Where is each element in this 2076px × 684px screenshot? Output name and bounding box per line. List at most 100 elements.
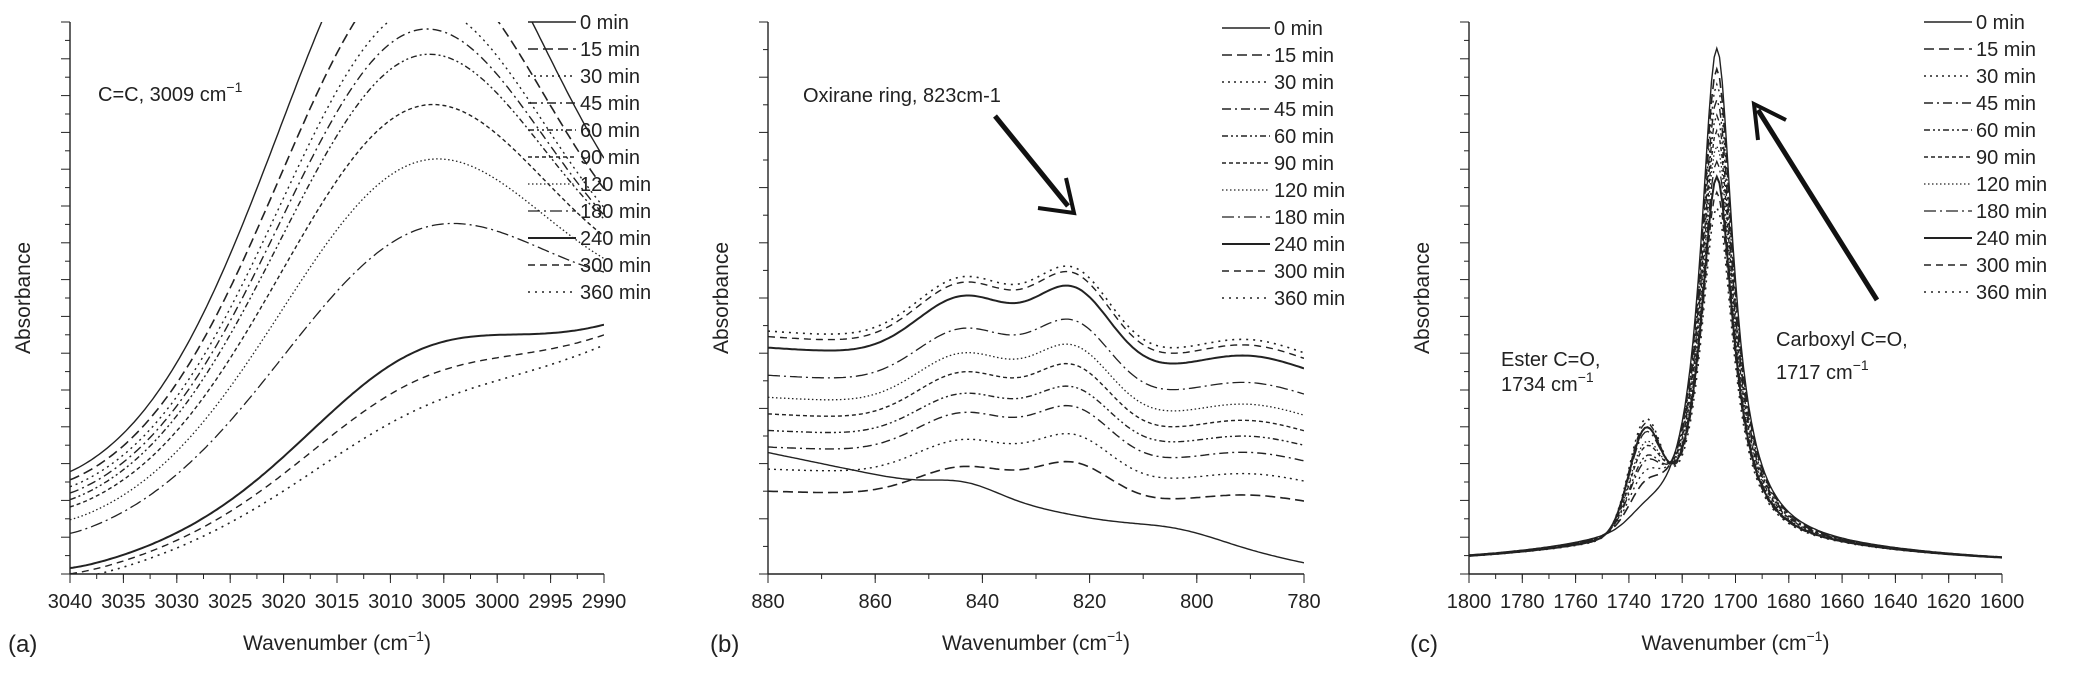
legend-label: 90 min [1976, 147, 2036, 169]
annotation-a-text: C=C, 3009 cm [98, 84, 226, 106]
x-tick-label: 3000 [475, 591, 520, 613]
legend: 0 min 15 min 30 min 45 min 60 min 90 min 120 m… [1924, 12, 2047, 304]
series-line-8 [768, 284, 1304, 370]
annotation-carboxyl-sup: −1 [1853, 357, 1869, 373]
x-axis-label-text: Wavenumber (cm [1642, 632, 1807, 655]
x-tick-label: 1740 [1607, 591, 1652, 613]
legend-label: 120 min [580, 174, 651, 196]
y-axis-label: Absorbance [1411, 242, 1434, 354]
legend-label: 45 min [580, 93, 640, 115]
panel-label: (a) [8, 631, 37, 658]
legend-label: 0 min [1274, 18, 1323, 40]
x-axis-label-end: ) [424, 632, 431, 655]
series-line-1 [768, 460, 1304, 502]
annotation-ester-line1: Ester C=O, [1501, 349, 1600, 371]
series-line-3 [768, 404, 1304, 462]
legend-label: 360 min [580, 282, 651, 304]
series-line-10 [94, 344, 604, 574]
x-tick-label: 2990 [582, 591, 627, 613]
legend-label: 240 min [1274, 234, 1345, 256]
x-tick-label: 800 [1180, 591, 1213, 613]
x-tick-label: 3005 [422, 591, 467, 613]
series-line-10 [768, 265, 1304, 354]
legend-label: 180 min [580, 201, 651, 223]
x-tick-label: 1720 [1660, 591, 1705, 613]
x-tick-label: 2995 [528, 591, 573, 613]
series-line-2 [70, 22, 604, 488]
annotation-b: Oxirane ring, 823cm-1 [803, 85, 1001, 107]
arrow-b-shaft [993, 114, 1070, 208]
legend-label: 60 min [1976, 120, 2036, 142]
x-axis-label-sup: −1 [1806, 628, 1822, 644]
x-tick-label: 860 [859, 591, 892, 613]
series-line-0 [70, 22, 604, 473]
legend-label: 90 min [580, 147, 640, 169]
series-line-3 [1469, 97, 2002, 558]
x-tick-label: 780 [1287, 591, 1320, 613]
legend-label: 0 min [1976, 12, 2025, 34]
annotation-ester-sup: −1 [1578, 369, 1594, 385]
annotation-a-sup: −1 [226, 79, 242, 95]
series-line-5 [768, 362, 1304, 432]
series-line-9 [1469, 190, 2002, 559]
x-axis-label-sup: −1 [408, 628, 424, 644]
series-line-2 [768, 432, 1304, 482]
x-axis-label: Wavenumber (cm−1) [243, 628, 431, 655]
x-axis-label-sup: −1 [1107, 628, 1123, 644]
x-tick-label: 1760 [1553, 591, 1598, 613]
x-tick-label: 1800 [1447, 591, 1492, 613]
x-tick-label: 3025 [208, 591, 253, 613]
x-axis-label: Wavenumber (cm−1) [942, 628, 1130, 655]
y-axis-label: Absorbance [710, 242, 733, 354]
legend-label: 45 min [1274, 99, 1334, 121]
x-tick-label: 3020 [261, 591, 306, 613]
x-tick-label: 1600 [1980, 591, 2025, 613]
x-axis-label-end: ) [1123, 632, 1130, 655]
legend-label: 15 min [580, 39, 640, 61]
series-line-4 [768, 385, 1304, 446]
legend-label: 300 min [580, 255, 651, 277]
arrow-c-head [1751, 100, 1787, 141]
legend-label: 30 min [580, 66, 640, 88]
x-axis-label-text: Wavenumber (cm [942, 632, 1107, 655]
series-line-7 [768, 318, 1304, 395]
series-line-9 [768, 270, 1304, 359]
annotation-a: C=C, 3009 cm−1 [98, 79, 243, 106]
x-tick-label: 1640 [1873, 591, 1918, 613]
annotation-carboxyl-line2: 1717 cm−1 [1776, 357, 1869, 384]
legend-label: 120 min [1274, 180, 1345, 202]
plot-area [768, 265, 1304, 564]
annotation-ester-line2: 1734 cm−1 [1501, 369, 1594, 396]
legend-label: 300 min [1976, 255, 2047, 277]
plot-area [70, 22, 604, 574]
legend-label: 180 min [1274, 207, 1345, 229]
legend-label: 360 min [1976, 282, 2047, 304]
annotation-carboxyl-line1: Carboxyl C=O, [1776, 329, 1908, 351]
x-tick-label: 880 [751, 591, 784, 613]
arrow-b-head [1037, 177, 1077, 216]
x-tick-label: 1680 [1767, 591, 1812, 613]
series-line-7 [70, 222, 604, 535]
legend-label: 120 min [1976, 174, 2047, 196]
x-axis-label: Wavenumber (cm−1) [1642, 628, 1830, 655]
annotation-ester-text: 1734 cm [1501, 374, 1578, 396]
x-axis-label-end: ) [1822, 632, 1829, 655]
series-line-9 [70, 334, 604, 574]
legend-label: 60 min [580, 120, 640, 142]
legend-label: 60 min [1274, 126, 1334, 148]
arrow-c-shaft [1755, 108, 1880, 302]
x-tick-label: 1660 [1820, 591, 1865, 613]
series-line-6 [768, 343, 1304, 416]
x-tick-label: 1620 [1926, 591, 1971, 613]
legend-label: 180 min [1976, 201, 2047, 223]
x-tick-label: 3010 [368, 591, 413, 613]
legend-label: 360 min [1274, 288, 1345, 310]
plot-area [1469, 45, 2002, 559]
series-line-6 [70, 158, 604, 521]
series-line-1 [70, 22, 604, 481]
x-tick-label: 3030 [155, 591, 200, 613]
y-axis-label: Absorbance [12, 242, 35, 354]
x-tick-label: 1780 [1500, 591, 1545, 613]
x-tick-label: 820 [1073, 591, 1106, 613]
